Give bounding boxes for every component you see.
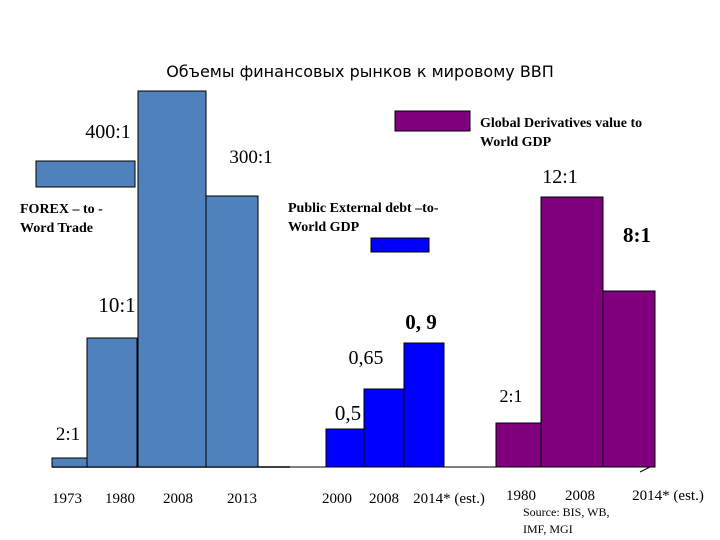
source-note-2: IMF, MGI <box>523 522 573 536</box>
tick-label-derivatives-2: 2014* (est.) <box>632 488 704 504</box>
tick-label-forex-3: 2013 <box>227 491 257 507</box>
tick-label-debt-1: 2008 <box>369 491 399 507</box>
legend-label-debt-1: Public External debt –to- <box>288 201 439 216</box>
legend-label-debt-2: World GDP <box>288 220 360 235</box>
bar-label-forex-0: 2:1 <box>56 424 80 445</box>
bar-label-derivatives-0: 2:1 <box>499 386 522 406</box>
tick-label-derivatives-1: 2008 <box>565 488 595 504</box>
bar-forex-1980 <box>86 337 138 468</box>
legend-label-derivatives-2: World GDP <box>480 135 552 150</box>
bar-label-debt-2: 0, 9 <box>405 310 437 334</box>
bar-derivatives-2014est <box>602 290 656 468</box>
bar-derivatives-2008 <box>540 196 604 468</box>
bar-forex-2008 <box>137 90 207 468</box>
chart-title: Объемы финансовых рынков к мировому ВВП <box>166 62 554 81</box>
bar-label-derivatives-2: 8:1 <box>623 223 651 247</box>
tick-label-forex-0: 1973 <box>52 491 82 507</box>
tick-label-forex-1: 1980 <box>105 491 135 507</box>
bar-forex-2013 <box>205 195 259 468</box>
tick-label-debt-2: 2014* (est.) <box>413 491 485 507</box>
legend-label-forex-2: Word Trade <box>20 221 93 236</box>
bar-label-debt-1: 0,65 <box>349 347 384 369</box>
legend-label-forex-1: FOREX – to - <box>20 202 103 217</box>
bar-debt-2000 <box>325 428 365 468</box>
legend-label-derivatives-1: Global Derivatives value to <box>480 116 642 131</box>
bar-debt-2008 <box>363 388 405 468</box>
tick-label-derivatives-0: 1980 <box>506 488 536 504</box>
bar-forex-1973 <box>51 457 88 468</box>
bar-label-forex-3: 300:1 <box>229 147 272 168</box>
legend-swatch-forex <box>35 160 136 188</box>
source-note-1: Source: BIS, WB, <box>523 505 609 519</box>
bar-debt-2014est <box>403 342 445 468</box>
bar-derivatives-1980 <box>495 422 542 468</box>
legend-swatch-debt <box>370 237 430 253</box>
tick-label-forex-2: 2008 <box>163 491 193 507</box>
legend-swatch-derivatives <box>394 110 471 132</box>
bar-label-derivatives-1: 12:1 <box>542 166 578 188</box>
bar-label-debt-0: 0,5 <box>335 401 361 425</box>
plot-area: 2:1 1973 10:1 1980 400:1 2008 300:1 2013 0,5 2000… <box>20 90 704 536</box>
bar-label-forex-1: 10:1 <box>98 293 135 317</box>
bar-label-forex-2: 400:1 <box>85 121 131 143</box>
tick-label-debt-0: 2000 <box>322 491 352 507</box>
